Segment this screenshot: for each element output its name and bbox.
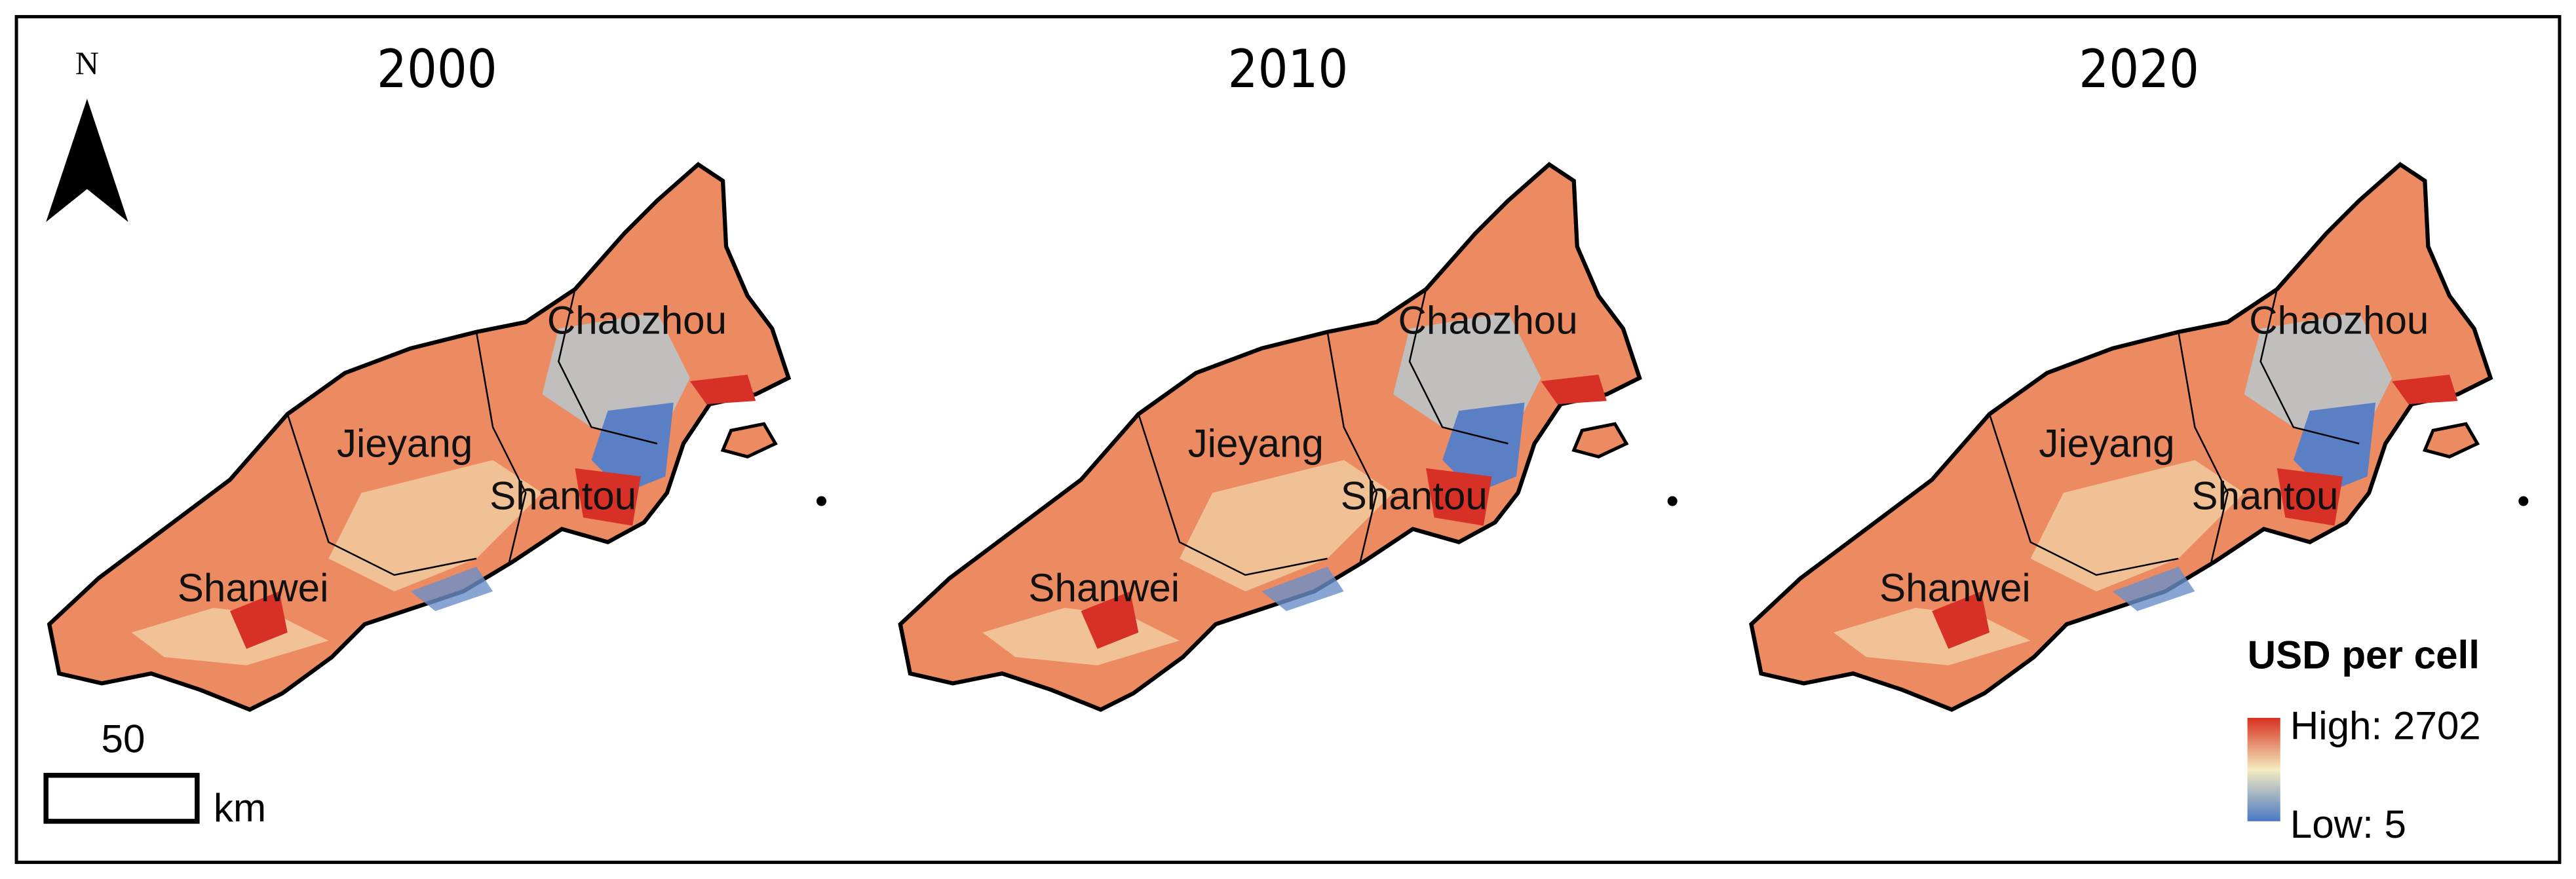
legend-high: High: 2702 [2290, 704, 2481, 748]
place-label: Shanwei [1879, 566, 2031, 610]
legend-title: USD per cell [2248, 633, 2480, 677]
scale-bar [43, 772, 200, 824]
place-label: Chaozhou [2249, 298, 2429, 342]
place-label: Chaozhou [1398, 298, 1577, 342]
frame [14, 14, 2562, 865]
north-label: N [75, 45, 99, 81]
panels: 2000 Chaozhou Jieyang Shantou Shanwei 2010 Cha… [49, 39, 2528, 709]
map-panel: 2020 Chaozhou Jieyang Shantou Shanwei [1751, 39, 2528, 709]
place-label: Jieyang [1188, 421, 1324, 465]
scale-distance: 50 [102, 717, 145, 761]
map-panel: 2000 Chaozhou Jieyang Shantou Shanwei [49, 39, 826, 709]
place-label: Shanwei [1028, 566, 1180, 610]
panel-year: 2010 [1228, 39, 1349, 100]
north-arrow [46, 98, 128, 222]
place-label: Shantou [490, 474, 636, 518]
scale-unit: km [214, 786, 266, 830]
panel-year: 2000 [377, 39, 497, 100]
place-label: Shanwei [178, 566, 329, 610]
place-label: Jieyang [337, 421, 472, 465]
legend-ramp [2247, 717, 2280, 821]
place-label: Jieyang [2039, 421, 2174, 465]
map-panel: 2010 Chaozhou Jieyang Shantou Shanwei [900, 39, 1678, 709]
place-label: Chaozhou [547, 298, 727, 342]
place-label: Shantou [1341, 474, 1488, 518]
place-label: Shantou [2191, 474, 2338, 518]
legend-low: Low: 5 [2290, 802, 2406, 846]
panel-year: 2020 [2079, 39, 2199, 100]
